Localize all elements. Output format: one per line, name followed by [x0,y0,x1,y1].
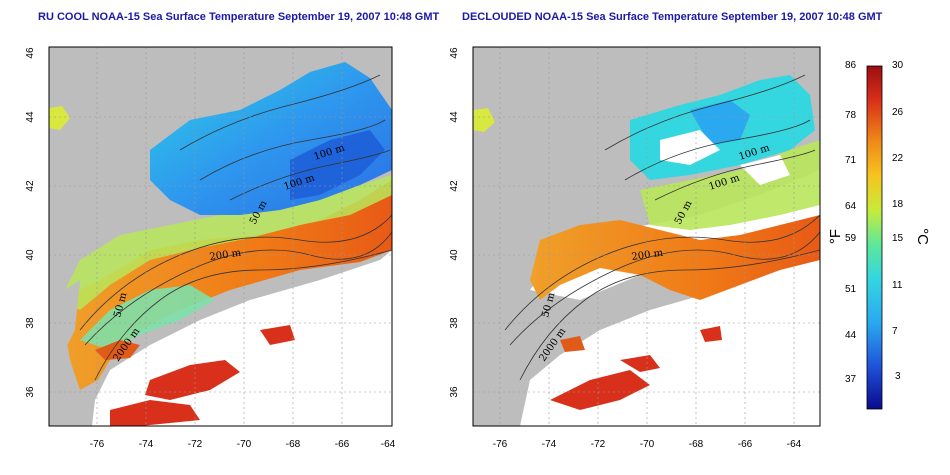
contour-label: 200 m [631,248,664,263]
lon-tick: -74 [139,439,154,450]
right-lat-axis: 46 44 42 40 38 36 [449,47,460,398]
right-map-frame [472,46,821,427]
celsius-unit-label: °C [913,228,931,245]
fahrenheit-tick: 37 [845,374,857,385]
lat-tick: 42 [449,180,460,192]
lat-tick: 46 [25,47,36,59]
lat-tick: 40 [449,249,460,261]
left-lon-axis: -76 -74 -72 -70 -68 -66 -64 [90,439,396,450]
celsius-tick: 22 [892,153,904,164]
celsius-tick: 3 [895,371,901,382]
right-map-title: DECLOUDED NOAA-15 Sea Surface Temperatur… [462,11,883,23]
lat-tick: 36 [449,386,460,398]
lon-tick: -74 [542,439,557,450]
lat-tick: 38 [449,317,460,329]
fahrenheit-tick: 78 [845,110,857,121]
lon-tick: -66 [335,439,350,450]
lon-tick: -72 [188,439,203,450]
lat-tick: 40 [25,249,36,261]
celsius-tick: 30 [892,60,904,71]
fahrenheit-tick: 64 [845,201,857,212]
celsius-tick: 26 [892,107,904,118]
left-map-frame [48,46,393,427]
lat-tick: 42 [25,180,36,192]
lon-tick: -68 [286,439,301,450]
lon-tick: -76 [90,439,105,450]
lon-tick: -70 [640,439,655,450]
fahrenheit-tick: 44 [845,330,857,341]
celsius-tick: 15 [892,233,904,244]
left-sst-map [49,47,392,426]
lat-tick: 46 [449,47,460,59]
lon-tick: -64 [381,439,396,450]
lon-tick: -70 [237,439,252,450]
left-lat-axis: 46 44 42 40 38 36 [25,47,36,398]
left-map-title: RU COOL NOAA-15 Sea Surface Temperature … [38,11,440,23]
contour-label: 200 m [209,248,242,263]
fahrenheit-tick: 86 [845,60,857,71]
celsius-tick: 11 [892,280,903,291]
celsius-tick: 18 [892,199,904,210]
lat-tick: 38 [25,317,36,329]
lon-tick: -64 [787,439,802,450]
lon-tick: -68 [689,439,704,450]
celsius-tick: 7 [892,326,898,337]
fahrenheit-unit-label: °F [827,228,845,245]
fahrenheit-tick: 71 [845,155,857,166]
lon-tick: -76 [493,439,508,450]
fahrenheit-tick: 51 [845,284,857,295]
lat-tick: 44 [25,111,36,123]
lon-tick: -72 [591,439,606,450]
temperature-colorbar [866,65,883,410]
warm-water-band [60,180,392,390]
lon-tick: -66 [738,439,753,450]
fahrenheit-tick: 59 [845,233,857,244]
right-sst-map [473,47,820,426]
warm-water-band [530,215,820,300]
right-lon-axis: -76 -74 -72 -70 -68 -66 -64 [493,439,802,450]
lat-tick: 36 [25,386,36,398]
lat-tick: 44 [449,111,460,123]
